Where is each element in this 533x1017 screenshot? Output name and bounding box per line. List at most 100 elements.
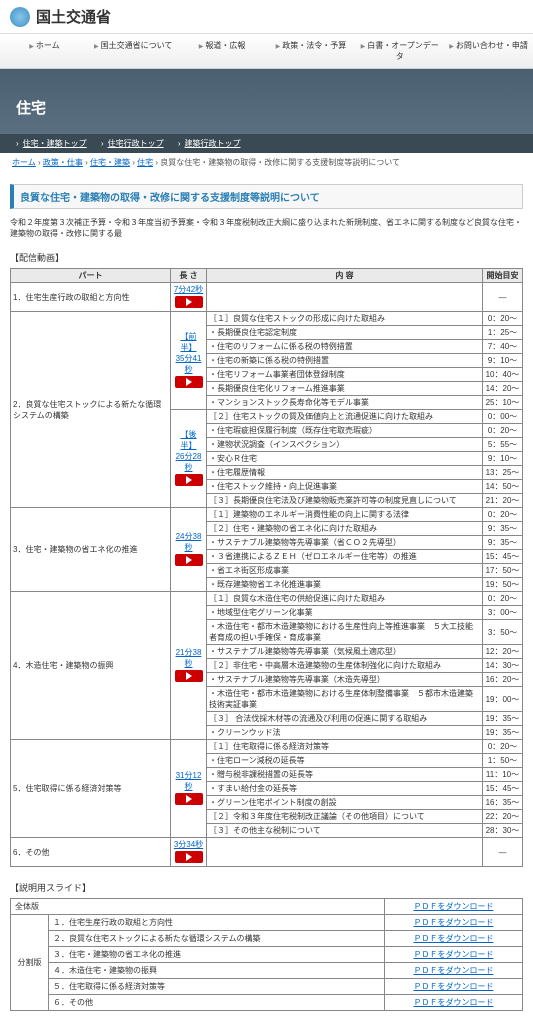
dl-link[interactable]: ＰＤＦをダウンロード: [384, 979, 522, 995]
time-cell: 3：00～: [483, 606, 523, 620]
time-cell: 21：20～: [483, 494, 523, 508]
slides-split-label: 分割版: [11, 915, 49, 1011]
bc-0[interactable]: ホーム: [12, 158, 36, 167]
youtube-icon[interactable]: [175, 376, 203, 388]
nav-policy[interactable]: 政策・法令・予算: [266, 34, 355, 68]
time-cell: 0：20～: [483, 424, 523, 438]
part-row: 2．良質な住宅ストックによる新たな循環システムの構築: [11, 312, 171, 508]
intro-text: 令和２年度第３次補正予算・令和３年度当初予算案・令和３年度税制改正大綱に盛り込ま…: [10, 217, 523, 239]
content-cell: ・クリーンウッド法: [207, 726, 483, 740]
content-cell: ［１］住宅取得に係る経済対策等: [207, 740, 483, 754]
time-cell: 28：30～: [483, 824, 523, 838]
bc-1[interactable]: 政策・仕事: [43, 158, 83, 167]
main-content: 良質な住宅・建築物の取得・改修に関する支援制度等説明について 令和２年度第３次補…: [0, 172, 533, 1017]
time-cell: 14：20～: [483, 382, 523, 396]
time-cell: 1：50～: [483, 754, 523, 768]
nav-press[interactable]: 報道・広報: [178, 34, 267, 68]
time-cell: 1：25～: [483, 326, 523, 340]
youtube-icon[interactable]: [175, 851, 203, 863]
video-table: パート 長 さ 内 容 開始目安 1．住宅生産行政の取組と方向性7分42秒―2．…: [10, 268, 523, 867]
time-cell: ―: [483, 283, 523, 312]
duration-link[interactable]: 26分28秒: [176, 452, 202, 472]
bc-3[interactable]: 住宅: [137, 158, 153, 167]
content-cell: ・グリーン住宅ポイント制度の創設: [207, 796, 483, 810]
content-cell: ［２］令和３年度住宅税制改正議論（その他項目）について: [207, 810, 483, 824]
content-cell: ・木造住宅・都市木造建築物における生産体制整備事業 ５都市木造建築技術実証事業: [207, 687, 483, 712]
content-cell: ・住宅ストック維持・向上促進事業: [207, 480, 483, 494]
dl-link[interactable]: ＰＤＦをダウンロード: [384, 931, 522, 947]
duration-link[interactable]: 24分38秒: [176, 532, 202, 552]
content-cell: ・サステナブル建築物等先導事業（木造先導型）: [207, 673, 483, 687]
content-cell: ［２］非住宅・中高層木造建築物の生産体制強化に向けた取組み: [207, 659, 483, 673]
content-cell: ・地域型住宅グリーン化事業: [207, 606, 483, 620]
content-cell: ［１］良質な住宅ストックの形成に向けた取組み: [207, 312, 483, 326]
dl-link[interactable]: ＰＤＦをダウンロード: [384, 915, 522, 931]
duration-link[interactable]: 21分38秒: [176, 648, 202, 668]
duration-link[interactable]: 35分41秒: [176, 354, 202, 374]
site-title: 国土交通省: [36, 6, 111, 27]
len-cell: 3分34秒: [171, 838, 207, 867]
youtube-icon[interactable]: [175, 793, 203, 805]
len-cell: 24分38秒: [171, 508, 207, 592]
content-cell: ・サステナブル建築物等先導事業（気候風土適応型）: [207, 645, 483, 659]
content-cell: ［２］住宅・建築物の省エネ化に向けた取組み: [207, 522, 483, 536]
subnav-1[interactable]: 住宅行政トップ: [108, 139, 164, 148]
time-cell: 25：10～: [483, 396, 523, 410]
part-row: 5．住宅取得に係る経済対策等: [11, 740, 171, 838]
dl-full[interactable]: ＰＤＦをダウンロード: [384, 899, 522, 915]
content-cell: [207, 283, 483, 312]
duration-link[interactable]: 7分42秒: [174, 285, 203, 294]
nav-opendata[interactable]: 白書・オープンデータ: [355, 34, 444, 68]
site-header: 国土交通省: [0, 0, 533, 34]
nav-contact[interactable]: お問い合わせ・申請: [444, 34, 533, 68]
youtube-icon[interactable]: [175, 670, 203, 682]
content-cell: ・住宅瑕疵担保履行制度（既存住宅取売瑕疵）: [207, 424, 483, 438]
time-cell: 0：20～: [483, 508, 523, 522]
youtube-icon[interactable]: [175, 296, 203, 308]
slides-row: １．住宅生産行政の取組と方向性: [49, 915, 385, 931]
nav-home[interactable]: ホーム: [0, 34, 89, 68]
dl-link[interactable]: ＰＤＦをダウンロード: [384, 995, 522, 1011]
time-cell: 9：10～: [483, 452, 523, 466]
dl-link[interactable]: ＰＤＦをダウンロード: [384, 947, 522, 963]
content-cell: ・３省連携によるＺＥＨ（ゼロエネルギー住宅等）の推進: [207, 550, 483, 564]
time-cell: 15：45～: [483, 782, 523, 796]
segment-label[interactable]: 【後半】: [181, 430, 197, 450]
content-cell: ・住宅リフォーム事業者団体登録制度: [207, 368, 483, 382]
time-cell: 5：55～: [483, 438, 523, 452]
segment-label[interactable]: 【前半】: [181, 332, 197, 352]
logo-icon: [10, 7, 30, 27]
time-cell: 0：20～: [483, 592, 523, 606]
content-cell: ・贈与税非課税措置の延長等: [207, 768, 483, 782]
duration-link[interactable]: 31分12秒: [176, 771, 202, 791]
th-time: 開始目安: [483, 269, 523, 283]
time-cell: 16：35～: [483, 796, 523, 810]
part-row: 1．住宅生産行政の取組と方向性: [11, 283, 171, 312]
content-cell: ・住宅の新築に係る税の特例措置: [207, 354, 483, 368]
time-cell: 14：50～: [483, 480, 523, 494]
content-cell: ・建物状況調査（インスペクション）: [207, 438, 483, 452]
time-cell: 19：50～: [483, 578, 523, 592]
subnav-0[interactable]: 住宅・建築トップ: [23, 139, 87, 148]
time-cell: 19：35～: [483, 726, 523, 740]
th-part: パート: [11, 269, 171, 283]
time-cell: 10：40～: [483, 368, 523, 382]
content-cell: ［３］長期優良住宅法及び建築物販売業許可等の制度見直しについて: [207, 494, 483, 508]
dl-link[interactable]: ＰＤＦをダウンロード: [384, 963, 522, 979]
subnav-2[interactable]: 建築行政トップ: [184, 139, 240, 148]
len-cell: 31分12秒: [171, 740, 207, 838]
youtube-icon[interactable]: [175, 554, 203, 566]
breadcrumb: ホーム › 政策・仕事 › 住宅・建築 › 住宅 › 良質な住宅・建築物の取得・…: [0, 153, 533, 172]
time-cell: 9：10～: [483, 354, 523, 368]
th-len: 長 さ: [171, 269, 207, 283]
time-cell: 22：20～: [483, 810, 523, 824]
time-cell: 14：30～: [483, 659, 523, 673]
duration-link[interactable]: 3分34秒: [174, 840, 203, 849]
content-cell: ［１］良質な木造住宅の供給促進に向けた取組み: [207, 592, 483, 606]
content-cell: ・住宅のリフォームに係る税の特例措置: [207, 340, 483, 354]
nav-about[interactable]: 国土交通省について: [89, 34, 178, 68]
bc-2[interactable]: 住宅・建築: [90, 158, 130, 167]
youtube-icon[interactable]: [175, 474, 203, 486]
content-cell: [207, 838, 483, 867]
slides-row: ３．住宅・建築物の省エネ化の推進: [49, 947, 385, 963]
